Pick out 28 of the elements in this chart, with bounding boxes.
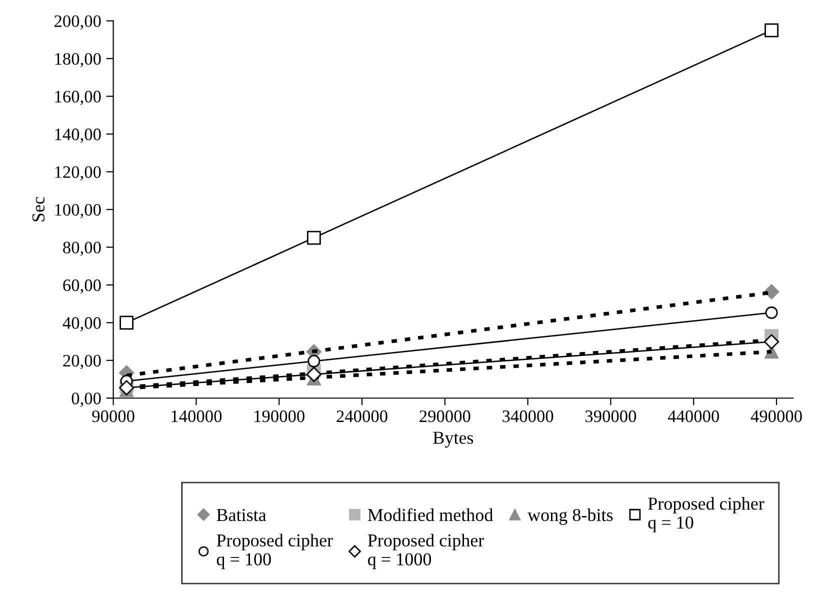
x-tick-label: 340000 <box>502 410 554 422</box>
x-tick-label: 140000 <box>172 410 222 422</box>
y-axis-title: Sec <box>32 197 45 222</box>
y-tick-label: 20,00 <box>63 354 101 370</box>
y-tick-label: 140,00 <box>55 128 101 143</box>
x-tick-label: 190000 <box>254 410 304 422</box>
y-tick-label: 160,00 <box>55 90 101 106</box>
y-tick-label: 40,00 <box>62 317 101 332</box>
x-tick-label: 390000 <box>586 410 636 422</box>
legend-label: Proposed cipher q = 100 <box>216 534 333 570</box>
x-axis-title: Bytes <box>433 432 474 448</box>
x-tick-label: 240000 <box>336 410 388 422</box>
x-tick-label: 90000 <box>92 410 134 422</box>
legend-label: Proposed cipher q = 1000 <box>368 534 484 570</box>
y-tick-label: 180,00 <box>55 53 101 68</box>
legend-label: wong 8-bits <box>528 508 613 525</box>
y-tick-label: 120,00 <box>55 166 101 180</box>
legend-label: Proposed cipher q = 10 <box>648 497 764 532</box>
x-tick-label: 440000 <box>668 410 719 422</box>
y-tick-label: 100,00 <box>55 204 101 218</box>
y-tick-label: 80,00 <box>63 242 101 256</box>
legend-label: Batista <box>216 508 266 522</box>
y-tick-label: 60,00 <box>63 279 101 294</box>
x-tick-label: 490000 <box>750 410 802 422</box>
y-tick-label: 0,00 <box>72 392 101 407</box>
legend-label: Modified method <box>368 508 493 522</box>
x-tick-label: 290000 <box>420 410 470 422</box>
y-tick-label: 200,00 <box>54 15 101 30</box>
